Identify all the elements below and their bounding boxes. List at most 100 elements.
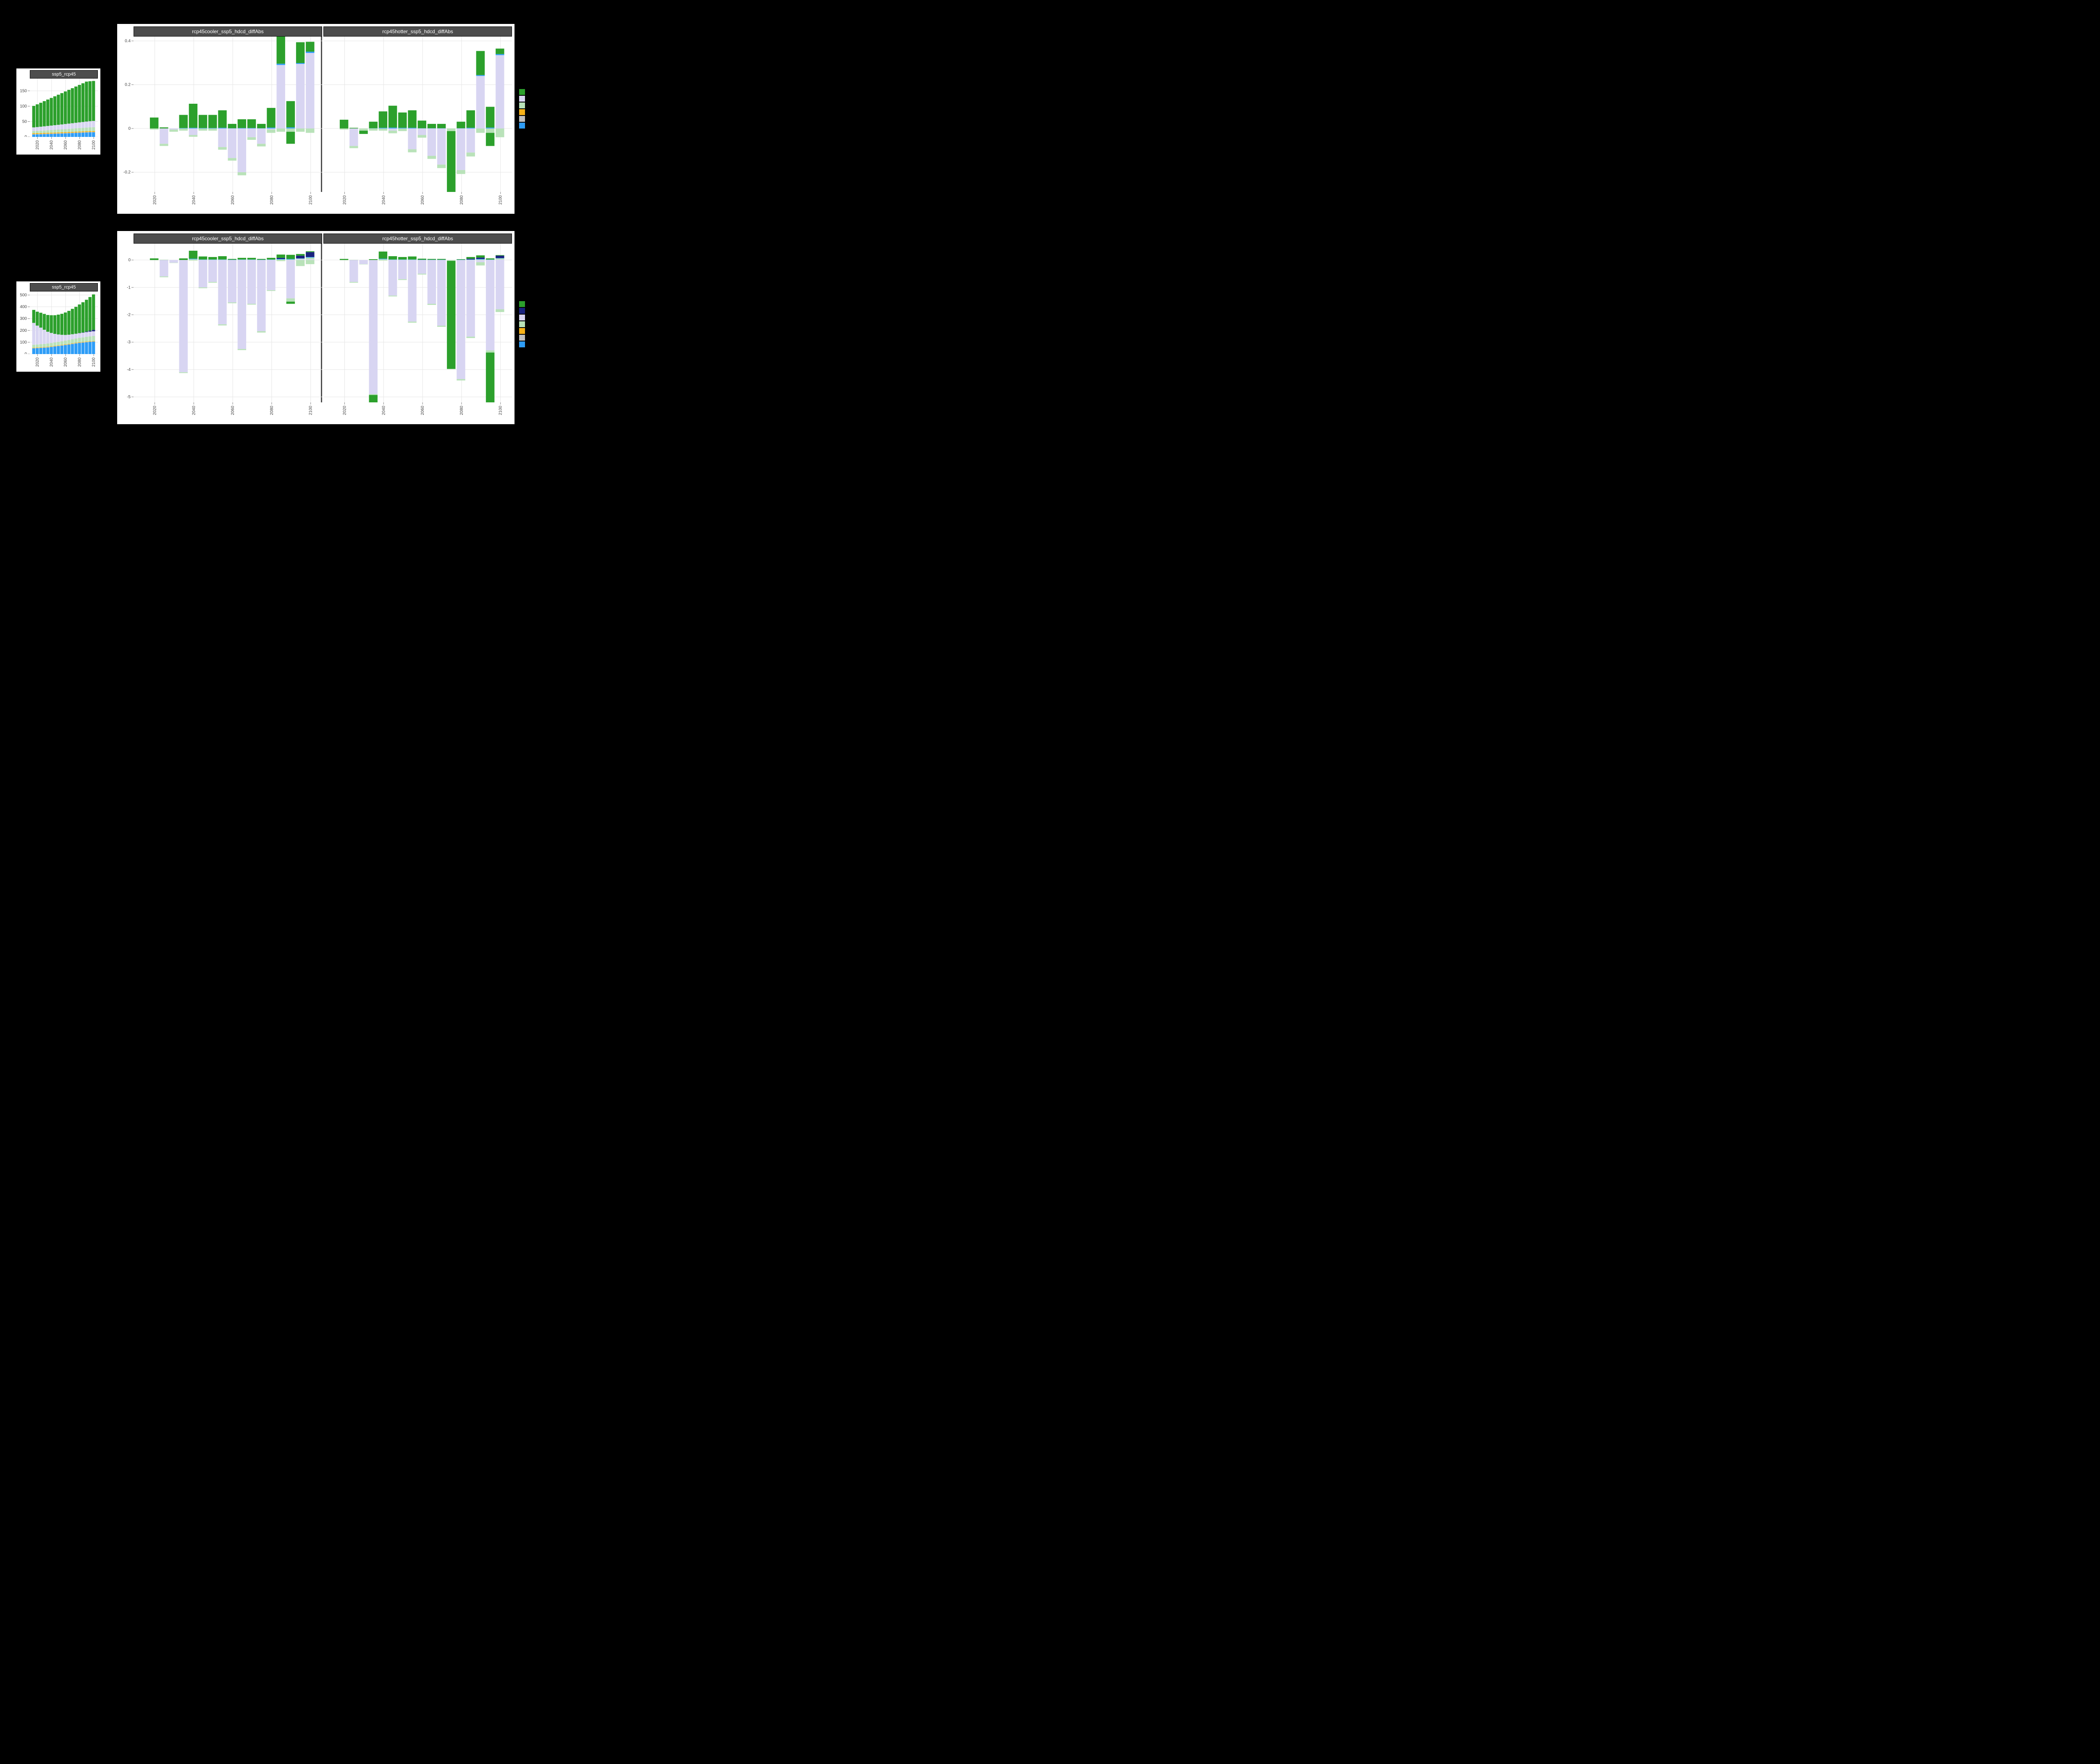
svg-text:2100: 2100	[92, 140, 96, 150]
axis-consum-small-y: 050100150	[16, 79, 30, 137]
legend-item-agriculture: agriculture	[519, 89, 551, 95]
legend-consum: agricultureelectricityindustrylivestockm…	[519, 88, 551, 129]
legend-label-agriculture: agriculture	[528, 89, 551, 95]
svg-text:300: 300	[20, 317, 27, 321]
svg-text:-0.2: -0.2	[123, 170, 131, 175]
legend-item-municipal: municipal	[519, 341, 554, 347]
panel-withdraw-small: ssp5_rcp45 0100200300400500 202020402060…	[16, 281, 100, 372]
svg-text:500: 500	[20, 293, 27, 297]
plot-consum-cooler	[134, 37, 322, 192]
plot-consum-small	[30, 79, 98, 137]
legend-label-electricity: electricity	[528, 96, 549, 102]
legend-swatch-industry	[519, 102, 525, 108]
plot-withdraw-hotter	[323, 244, 512, 402]
legend-label-industry: industry	[528, 321, 545, 327]
svg-text:2020: 2020	[35, 140, 40, 150]
legend-swatch-municipal	[519, 123, 525, 129]
svg-text:2040: 2040	[381, 195, 386, 205]
svg-text:0.2: 0.2	[125, 83, 131, 87]
svg-text:-3: -3	[127, 340, 131, 345]
svg-text:-1: -1	[127, 285, 131, 290]
svg-text:50: 50	[22, 119, 27, 124]
ylabel-consum: watConsumBySec	[8, 90, 14, 134]
legend-swatch-agriculture	[519, 89, 525, 95]
svg-text:2040: 2040	[192, 195, 196, 205]
legend-swatch-agriculture	[519, 301, 525, 307]
legend-swatch-industry	[519, 321, 525, 327]
svg-text:0.4: 0.4	[125, 39, 131, 43]
axis-withdraw-big-x1: 20202040206020802100	[134, 402, 322, 424]
strip-consum-cooler: rcp45cooler_ssp5_hdcd_diffAbs	[134, 26, 322, 37]
axis-consum-big-x2: 2020 2040 2060 2080 2100	[323, 192, 512, 214]
legend-item-agriculture: agriculture	[519, 301, 554, 307]
axis-consum-big-x1: 20202040206020802100	[134, 192, 322, 214]
legend-label-livestock: livestock	[528, 109, 547, 115]
legend-swatch-municipal	[519, 341, 525, 347]
legend-swatch-electricity	[519, 96, 525, 102]
legend-label-mining: mining	[528, 335, 542, 341]
legend-item-livestock: livestock	[519, 328, 554, 334]
legend-label-livestock: livestock	[528, 328, 547, 334]
axis-consum-big-y: -0.200.20.4	[117, 37, 134, 192]
legend-item-industry: industry	[519, 102, 551, 108]
strip-consum-small: ssp5_rcp45	[30, 70, 98, 79]
panel-consum-small: ssp5_rcp45 050100150 2020204020602080210…	[16, 68, 100, 155]
svg-text:2040: 2040	[381, 406, 386, 415]
legend-item-mining: mining	[519, 116, 551, 122]
legend-swatch-mining	[519, 116, 525, 122]
svg-text:0: 0	[128, 258, 131, 262]
svg-text:-2: -2	[127, 312, 131, 317]
svg-text:2040: 2040	[50, 140, 54, 150]
svg-text:100: 100	[20, 104, 27, 109]
svg-text:2020: 2020	[343, 195, 347, 205]
svg-text:2100: 2100	[92, 357, 96, 367]
legend-swatch-electricity	[519, 315, 525, 320]
svg-text:2080: 2080	[459, 406, 464, 415]
svg-text:0: 0	[24, 352, 27, 354]
svg-text:2100: 2100	[499, 406, 503, 415]
legend-swatch-desalination	[519, 308, 525, 314]
svg-text:2060: 2060	[63, 140, 68, 150]
legend-label-industry: industry	[528, 102, 545, 108]
svg-text:2080: 2080	[270, 406, 274, 415]
svg-text:2060: 2060	[420, 195, 425, 205]
axis-withdraw-big-x2: 2020 2040 2060 2080 2100	[323, 402, 512, 424]
legend-label-desalination: desalination	[528, 308, 554, 314]
plot-consum-hotter	[323, 37, 512, 192]
svg-text:0: 0	[24, 135, 27, 137]
plot-withdraw-cooler	[134, 244, 322, 402]
svg-text:2060: 2060	[63, 357, 68, 367]
legend-swatch-mining	[519, 335, 525, 341]
legend-item-mining: mining	[519, 335, 554, 341]
ylabel-withdraw: watWithdrawBySec	[8, 304, 14, 351]
legend-item-municipal: municipal	[519, 123, 551, 129]
svg-text:2060: 2060	[420, 406, 425, 415]
panel-withdraw-big: rcp45cooler_ssp5_hdcd_diffAbs rcp45hotte…	[117, 231, 514, 424]
svg-text:2100: 2100	[499, 195, 503, 205]
legend-label-agriculture: agriculture	[528, 301, 551, 307]
legend-swatch-livestock	[519, 109, 525, 115]
svg-text:2040: 2040	[192, 406, 196, 415]
legend-item-electricity: electricity	[519, 96, 551, 102]
svg-text:2040: 2040	[50, 357, 54, 367]
strip-withdraw-hotter: rcp45hotter_ssp5_hdcd_diffAbs	[323, 234, 512, 244]
svg-text:2080: 2080	[78, 357, 82, 367]
legend-label-municipal: municipal	[528, 341, 549, 347]
strip-withdraw-small: ssp5_rcp45	[30, 283, 98, 291]
page: { "years": [2015,2020,2025,2030,2035,204…	[0, 0, 647, 454]
svg-text:2100: 2100	[309, 195, 313, 205]
plot-withdraw-small	[30, 291, 98, 354]
svg-text:2020: 2020	[153, 195, 158, 205]
strip-withdraw-cooler: rcp45cooler_ssp5_hdcd_diffAbs	[134, 234, 322, 244]
axis-withdraw-small-x: 20202040206020802100	[30, 354, 98, 372]
svg-text:-5: -5	[127, 395, 131, 399]
legend-item-desalination: desalination	[519, 308, 554, 314]
svg-text:2020: 2020	[153, 406, 158, 415]
strip-consum-hotter: rcp45hotter_ssp5_hdcd_diffAbs	[323, 26, 512, 37]
svg-text:2080: 2080	[459, 195, 464, 205]
legend-swatch-livestock	[519, 328, 525, 334]
svg-text:400: 400	[20, 305, 27, 310]
axis-withdraw-big-y: -5-4-3-2-10	[117, 244, 134, 402]
svg-text:2020: 2020	[343, 406, 347, 415]
axis-consum-small-x: 20202040206020802100	[30, 137, 98, 155]
